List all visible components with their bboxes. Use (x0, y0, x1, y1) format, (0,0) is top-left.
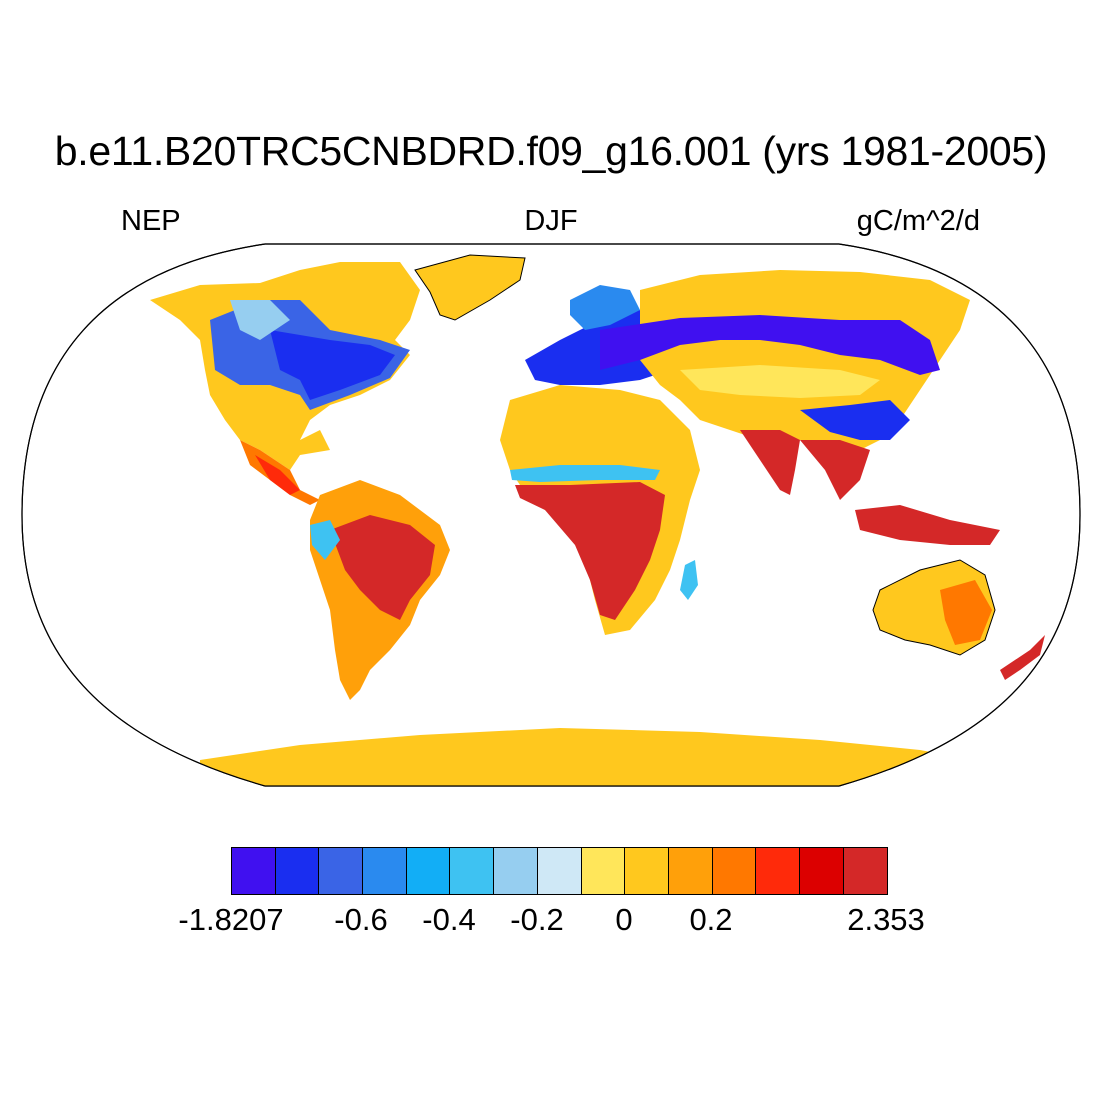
colorbar-box (406, 848, 451, 894)
colorbar (231, 847, 889, 895)
season-label: DJF (524, 205, 578, 237)
units-label: gC/m^2/d (856, 205, 980, 237)
colorbar-tick-label: -0.6 (334, 902, 388, 937)
colorbar-tick-label: -0.4 (422, 902, 476, 937)
colorbar-box (712, 848, 757, 894)
colorbar-tick-label: 2.353 (847, 902, 925, 937)
colorbar-tick-label: -1.8207 (178, 902, 284, 937)
china-blue (800, 400, 910, 440)
australia-east (940, 580, 992, 645)
sa-red (330, 515, 435, 620)
india (740, 430, 800, 495)
sa-blue (310, 520, 340, 560)
africa-red (515, 482, 665, 620)
colorbar-tick-label: 0 (615, 902, 633, 937)
scandinavia (570, 285, 640, 330)
central-america-red (255, 455, 300, 495)
colorbar-box (319, 848, 364, 894)
se-asia (800, 440, 870, 500)
greenland (414, 254, 526, 321)
colorbar-box (581, 848, 626, 894)
colorbar-box (494, 848, 538, 894)
colorbar-box (843, 848, 888, 894)
colorbar-tick-label: 0.2 (689, 902, 733, 937)
variable-label: NEP (121, 205, 181, 237)
africa-blue-band (510, 465, 660, 482)
colorbar-box (668, 848, 713, 894)
new-zealand (1000, 635, 1045, 680)
colorbar-box (625, 848, 669, 894)
colorbar-tick-label: -0.2 (510, 902, 564, 937)
colorbar-box (363, 848, 407, 894)
na-light-1 (230, 300, 290, 340)
asia-light (680, 365, 880, 398)
colorbar-box (450, 848, 495, 894)
colorbar-box (537, 848, 582, 894)
asia-blue-band (600, 315, 940, 375)
colorbar-box (756, 848, 800, 894)
colorbar-box (799, 848, 844, 894)
madagascar (680, 560, 698, 600)
colorbar-box (232, 848, 276, 894)
na-blue-2 (270, 330, 395, 400)
colorbar-box (275, 848, 320, 894)
indonesia (855, 505, 1000, 545)
plot-title: b.e11.B20TRC5CNBDRD.f09_g16.001 (yrs 198… (54, 128, 1048, 174)
antarctica (200, 728, 1000, 786)
